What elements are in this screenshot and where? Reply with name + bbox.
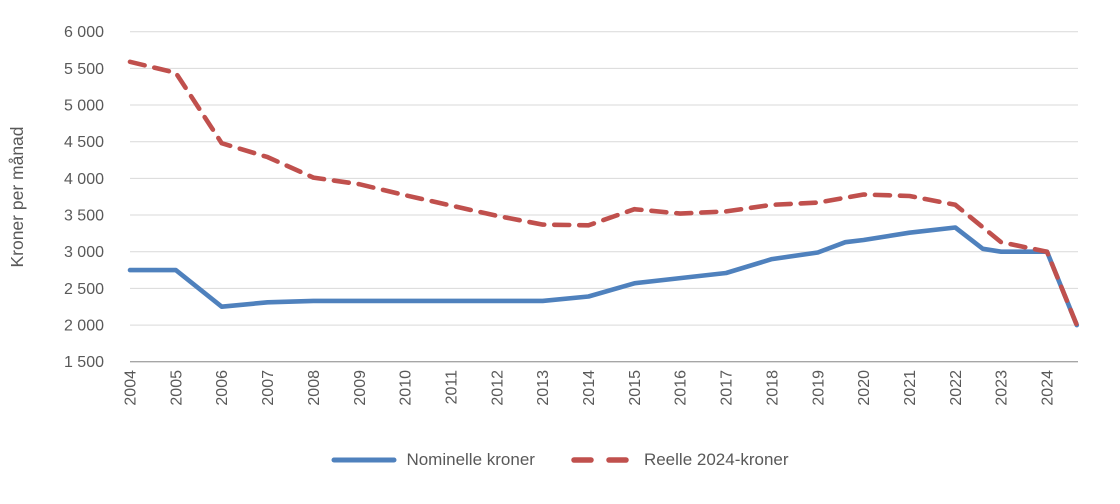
line-chart: Kroner per månad 6 000 5 500 5 000 4 500 4 0… <box>7 24 1080 406</box>
y-tick-label: 5 500 <box>64 61 104 78</box>
y-tick-label: 2 500 <box>64 281 104 298</box>
legend-item-nominelle: Nominelle kroner <box>331 450 535 470</box>
x-tick-label: 2005 <box>168 370 185 406</box>
x-tick-label: 2021 <box>902 370 919 406</box>
x-tick-label: 2016 <box>673 370 690 406</box>
y-tick-label: 1 500 <box>64 354 104 371</box>
y-tick-label: 4 500 <box>64 134 104 151</box>
x-tick-label: 2015 <box>627 370 644 406</box>
x-tick-label: 2006 <box>214 370 231 406</box>
x-tick-label: 2004 <box>123 370 140 406</box>
gridlines-layer <box>130 31 1078 363</box>
x-tick-label: 2017 <box>719 370 736 406</box>
series-line-reelle <box>127 59 1080 328</box>
x-tick-labels: 2004 2005 2006 2007 2008 2009 2010 2011 2012 2013… <box>123 370 1057 406</box>
series-layer <box>127 59 1080 328</box>
y-axis-title: Kroner per månad <box>7 126 27 267</box>
legend-label-reelle: Reelle 2024-kroner <box>643 450 789 469</box>
y-tick-label: 3 500 <box>64 208 104 225</box>
x-tick-label: 2020 <box>856 370 873 406</box>
x-tick-label: 2007 <box>260 370 277 406</box>
y-tick-label: 2 000 <box>64 318 104 335</box>
y-tick-label: 4 000 <box>64 171 104 188</box>
y-tick-label: 3 000 <box>64 244 104 261</box>
legend-item-reelle: Reelle 2024-kroner <box>569 450 789 470</box>
legend-dashed-line-sample <box>571 457 633 463</box>
y-tick-labels: 6 000 5 500 5 000 4 500 4 000 3 500 3 000 2 500… <box>64 24 104 371</box>
x-tick-label: 2011 <box>443 370 460 405</box>
x-tick-label: 2023 <box>994 370 1011 406</box>
y-tick-label: 5 000 <box>64 98 104 115</box>
y-tick-label: 6 000 <box>64 24 104 41</box>
legend-label-nominelle: Nominelle kroner <box>406 450 535 469</box>
x-tick-label: 2010 <box>398 370 415 406</box>
x-tick-label: 2019 <box>810 370 827 406</box>
series-line-nominelle <box>127 225 1080 328</box>
x-tick-label: 2008 <box>306 370 323 406</box>
x-tick-label: 2024 <box>1040 370 1057 406</box>
x-tick-label: 2012 <box>489 370 506 406</box>
legend-solid-line-sample <box>331 457 397 463</box>
x-tick-label: 2014 <box>581 370 598 406</box>
x-tick-label: 2022 <box>948 370 965 406</box>
legend: Nominelle kroner Reelle 2024-kroner <box>0 450 1120 470</box>
x-tick-label: 2018 <box>764 370 781 406</box>
x-tick-label: 2009 <box>352 370 369 406</box>
x-tick-label: 2013 <box>535 370 552 406</box>
